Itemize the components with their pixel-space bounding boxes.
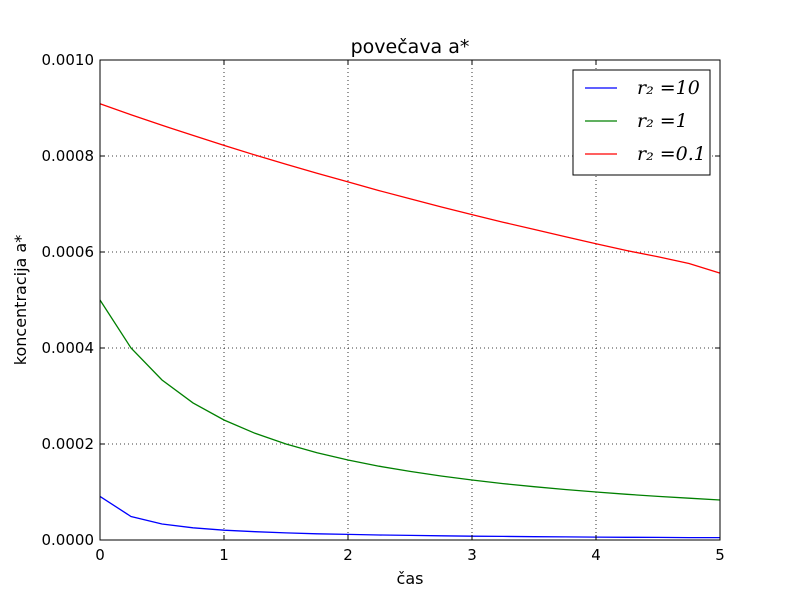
y-tick-label: 0.0010: [42, 51, 95, 69]
legend: r₂ =10 r₂ =1 r₂ =0.1: [572, 69, 711, 176]
x-tick-label: 4: [591, 546, 601, 564]
series-line-2: [99, 299, 721, 501]
legend-label-3: r₂ =0.1: [637, 143, 706, 165]
x-axis-label: čas: [397, 569, 424, 588]
x-tick-label: 3: [467, 546, 477, 564]
x-tick-label: 5: [715, 546, 725, 564]
y-axis-label: koncentracija a*: [11, 235, 30, 365]
x-tick-label: 0: [95, 546, 105, 564]
plot-frame: [99, 59, 721, 541]
x-tick-label: 2: [343, 546, 353, 564]
series-line-3: [99, 103, 721, 274]
series-group: [99, 103, 721, 539]
x-tick-label: 1: [219, 546, 229, 564]
y-tick-label: 0.0000: [42, 531, 95, 549]
chart-title: povečava a*: [351, 36, 470, 58]
y-tick-label: 0.0004: [42, 339, 95, 357]
legend-label-1: r₂ =10: [637, 77, 700, 99]
y-tick-label: 0.0006: [42, 243, 95, 261]
y-tick-label: 0.0002: [42, 435, 95, 453]
y-tick-label: 0.0008: [42, 147, 95, 165]
legend-label-2: r₂ =1: [637, 110, 688, 132]
series-line-1: [99, 495, 720, 539]
